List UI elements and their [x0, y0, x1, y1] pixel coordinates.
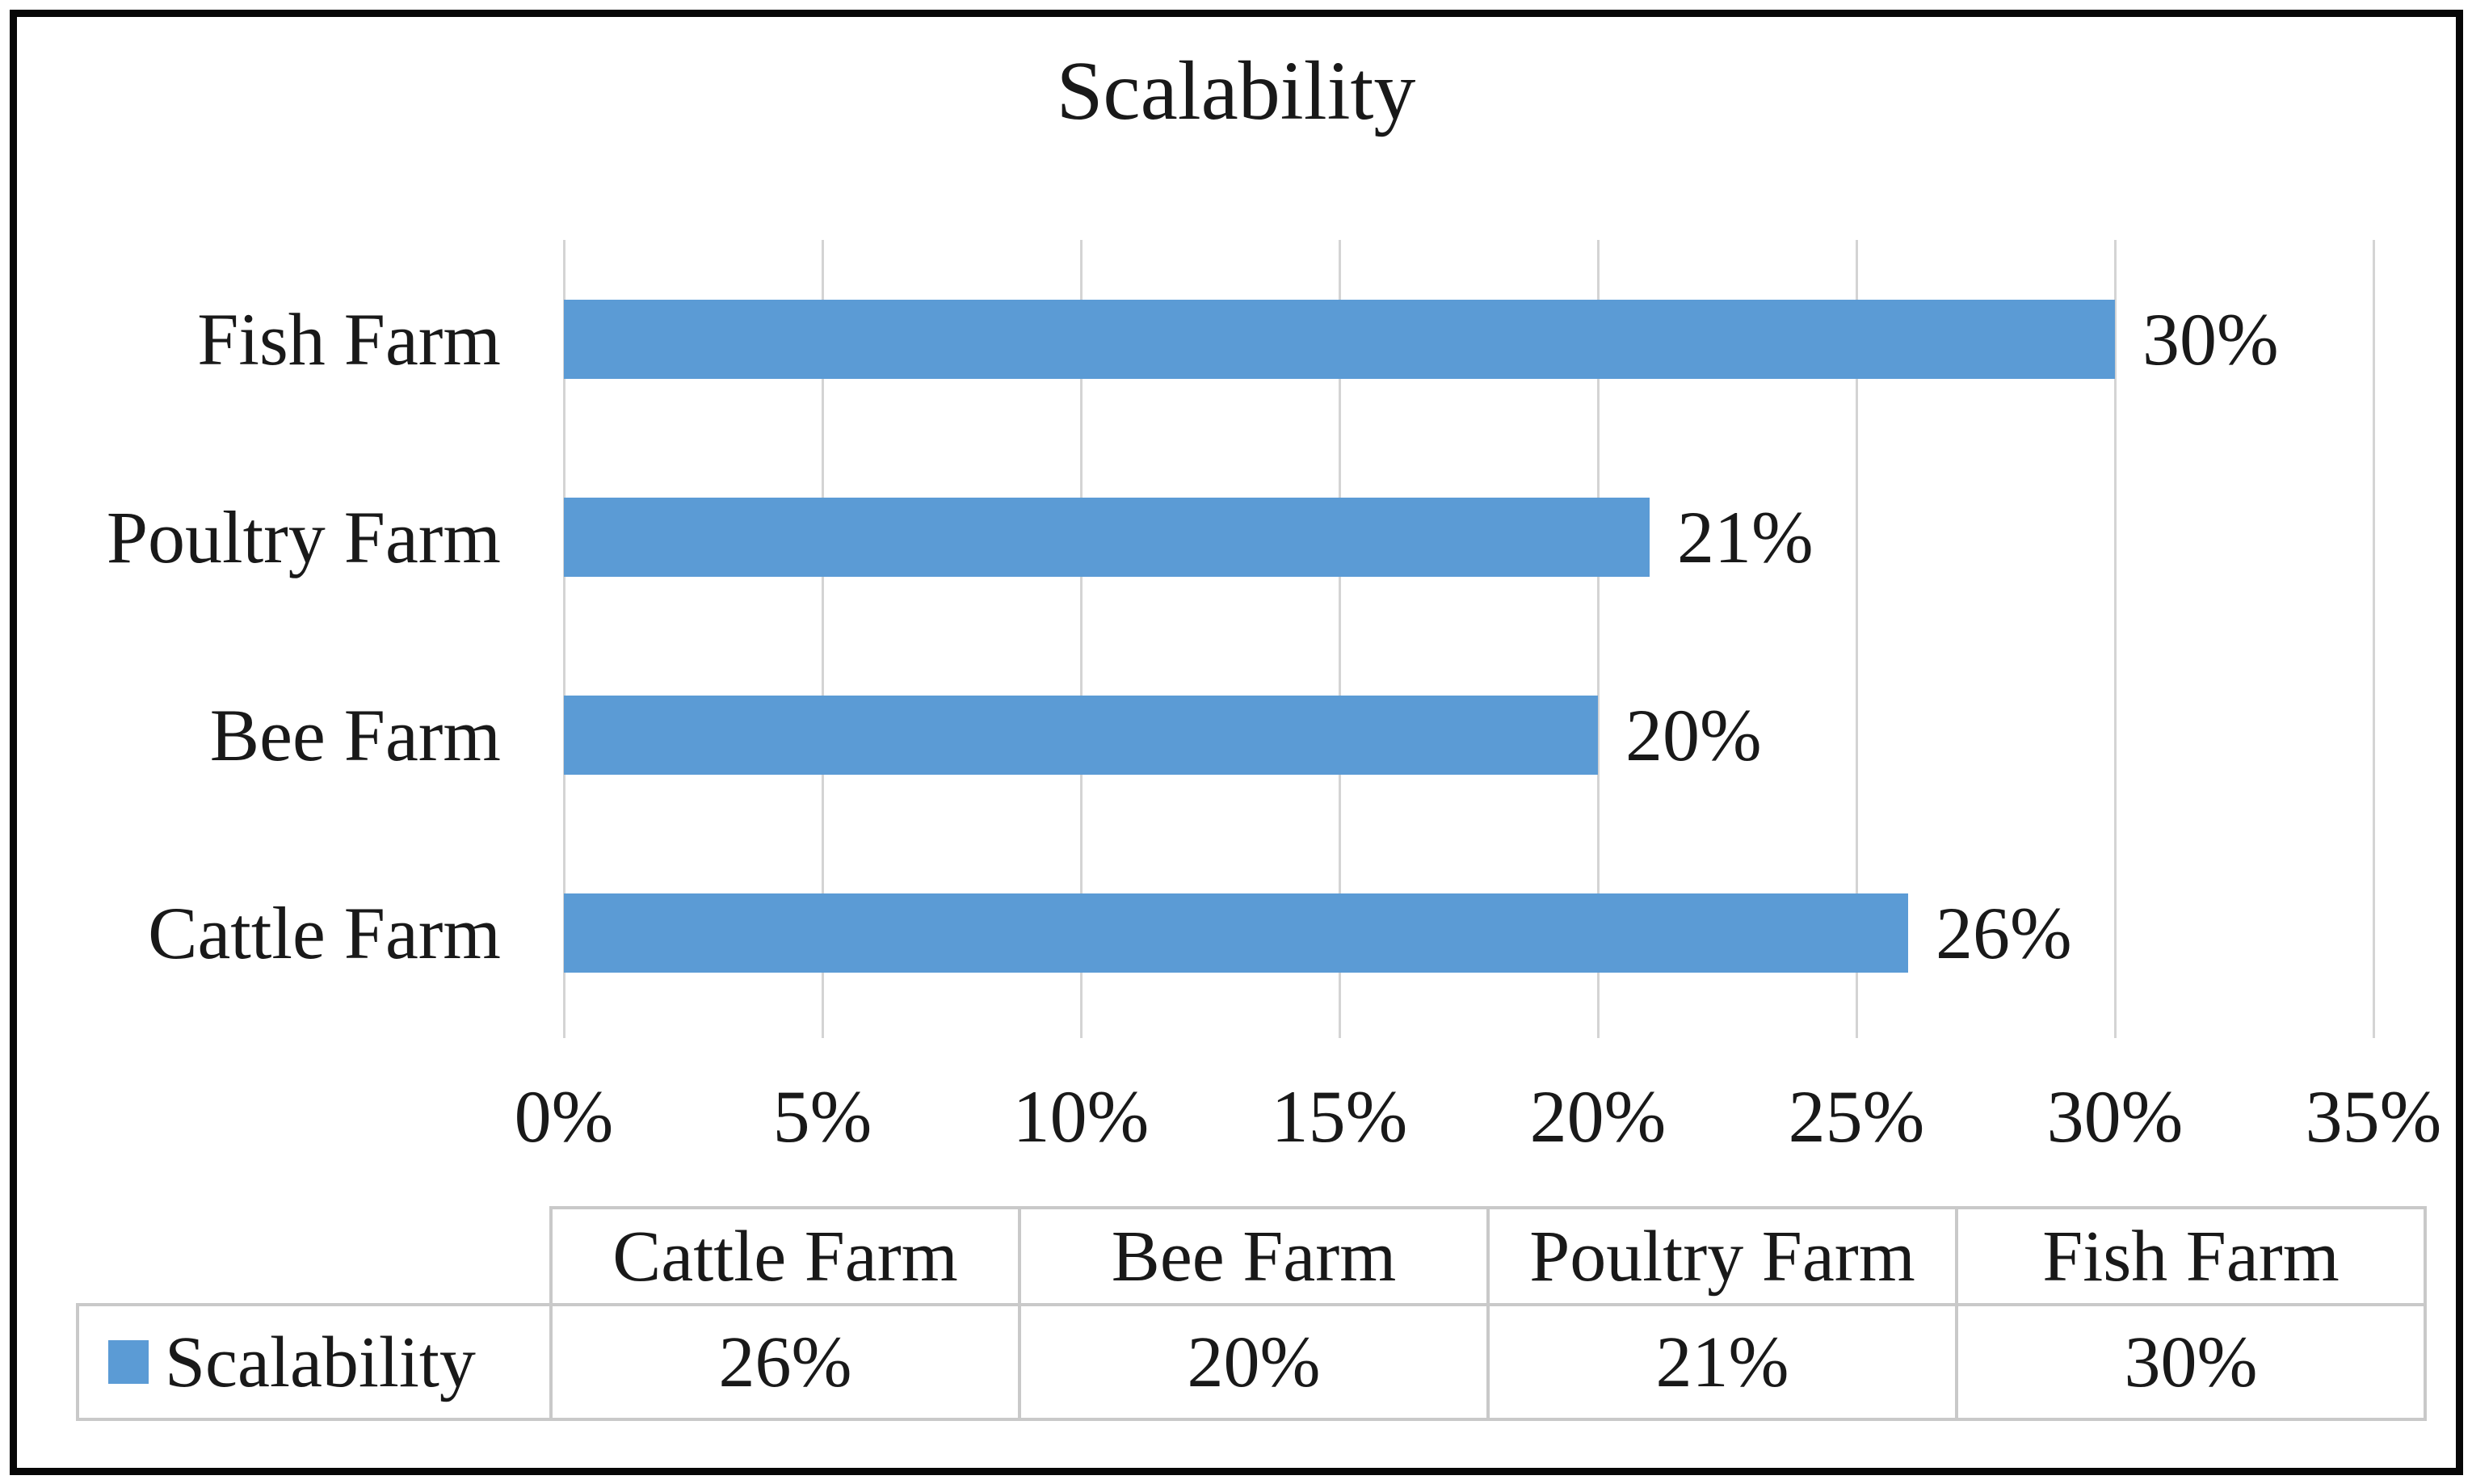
category-label-poultry-farm: Poultry Farm: [106, 495, 501, 578]
x-axis-tick-label: 30%: [2046, 1075, 2184, 1158]
table-value-cell-poultry-farm: 21%: [1486, 1303, 1958, 1421]
bar-fish-farm: [564, 299, 2115, 379]
gridline: [1856, 240, 1858, 1038]
table-legend-cell: Scalability: [76, 1303, 553, 1421]
gridline: [822, 240, 824, 1038]
gridline: [1339, 240, 1341, 1038]
legend-key-swatch: [108, 1340, 149, 1384]
gridline: [2373, 240, 2375, 1038]
x-axis-tick-label: 10%: [1012, 1075, 1150, 1158]
x-axis-tick-label: 15%: [1271, 1075, 1408, 1158]
legend-label: Scalability: [165, 1322, 476, 1402]
table-header-cell-fish-farm: Fish Farm: [1955, 1206, 2427, 1306]
bar-bee-farm: [564, 695, 1598, 775]
data-label-fish-farm: 30%: [2142, 297, 2279, 380]
x-axis-tick-label: 25%: [1788, 1075, 1925, 1158]
table-header-cell-cattle-farm: Cattle Farm: [549, 1206, 1021, 1306]
bar-cattle-farm: [564, 893, 1908, 973]
gridline: [1597, 240, 1600, 1038]
table-value-cell-bee-farm: 20%: [1018, 1303, 1490, 1421]
gridline: [1080, 240, 1083, 1038]
chart-title: Scalability: [1056, 44, 1416, 137]
table-value-cell-fish-farm: 30%: [1955, 1303, 2427, 1421]
gridline: [2114, 240, 2117, 1038]
category-label-cattle-farm: Cattle Farm: [148, 891, 501, 974]
data-label-bee-farm: 20%: [1625, 693, 1762, 776]
bar-poultry-farm: [564, 497, 1650, 577]
x-axis-tick-label: 20%: [1529, 1075, 1667, 1158]
table-header-cell-bee-farm: Bee Farm: [1018, 1206, 1490, 1306]
x-axis-tick-label: 0%: [514, 1075, 614, 1158]
data-label-poultry-farm: 21%: [1677, 495, 1814, 578]
gridline: [563, 240, 565, 1038]
data-table: Cattle Farm Bee Farm Poultry Farm Fish Farm…: [76, 1206, 2427, 1421]
table-value-cell-cattle-farm: 26%: [549, 1303, 1021, 1421]
category-label-fish-farm: Fish Farm: [197, 297, 501, 380]
table-header-cell-poultry-farm: Poultry Farm: [1486, 1206, 1958, 1306]
data-label-cattle-farm: 26%: [1936, 891, 2072, 974]
x-axis-tick-label: 5%: [772, 1075, 872, 1158]
x-axis-tick-label: 35%: [2305, 1075, 2442, 1158]
category-label-bee-farm: Bee Farm: [209, 693, 501, 776]
table-corner-cell: [78, 1208, 551, 1305]
